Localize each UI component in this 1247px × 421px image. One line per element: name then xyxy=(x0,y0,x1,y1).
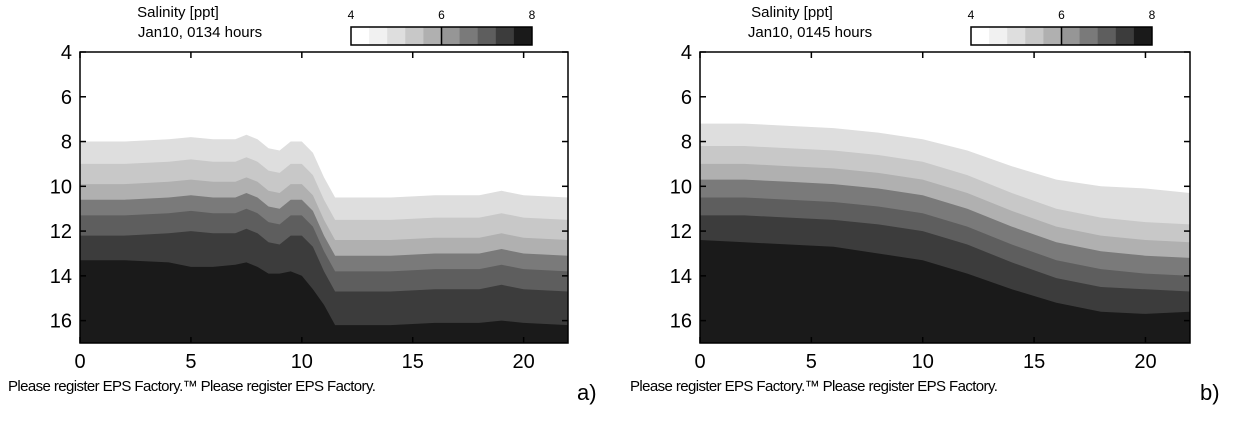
colorbar-swatch xyxy=(989,27,1008,45)
panel-b-header-title: Salinity [ppt] xyxy=(751,4,833,21)
y-tick-label: 14 xyxy=(50,266,72,288)
colorbar-swatch xyxy=(1115,27,1135,45)
plot-frame xyxy=(699,51,1191,344)
x-tick-label: 5 xyxy=(806,351,817,373)
y-tick-label: 8 xyxy=(61,132,72,154)
colorbar-swatch xyxy=(1061,27,1081,45)
panel-b-axes: 4 6 8 10 12 14 160 5 10 15 20 xyxy=(670,42,1191,373)
panel-a-plot-area xyxy=(80,52,568,343)
y-tick-label: 4 xyxy=(61,42,72,64)
y-tick-label: 14 xyxy=(670,266,692,288)
panel-b-header-time: Jan10, 0145 hours xyxy=(748,24,872,41)
colorbar-swatch xyxy=(1043,27,1062,45)
colorbar-swatch xyxy=(369,27,388,45)
x-tick-label: 20 xyxy=(513,351,535,373)
y-tick-label: 10 xyxy=(50,176,72,198)
plot-frame xyxy=(79,51,569,344)
colorbar-swatch xyxy=(1079,27,1099,45)
colorbar-swatch xyxy=(423,27,442,45)
y-tick-label: 6 xyxy=(61,87,72,109)
panel-a-header-title: Salinity [ppt] xyxy=(137,4,219,21)
panel-a-colorbar: 4 6 8 xyxy=(348,8,536,46)
colorbar-swatch xyxy=(459,27,479,45)
colorbar-swatch xyxy=(971,27,990,45)
x-tick-label: 10 xyxy=(912,351,934,373)
panel-a: Salinity [ppt] Jan10, 0134 hours 4 6 8 4 6 8… xyxy=(8,4,597,405)
y-tick-label: 12 xyxy=(670,221,692,243)
panel-b-colorbar: 4 6 8 xyxy=(968,8,1156,46)
salinity-band-7.5 xyxy=(80,260,568,343)
panel-b: Salinity [ppt] Jan10, 0145 hours 4 6 8 4 6 8… xyxy=(630,4,1220,405)
panel-b-plot-area xyxy=(700,52,1190,343)
colorbar-swatch xyxy=(495,27,515,45)
colorbar-swatch xyxy=(1097,27,1117,45)
colorbar-swatch xyxy=(1133,27,1153,45)
x-tick-label: 15 xyxy=(1023,351,1045,373)
colorbar-swatch xyxy=(441,27,461,45)
y-tick-label: 12 xyxy=(50,221,72,243)
colorbar-tick-label: 4 xyxy=(348,8,355,22)
colorbar-tick-label: 4 xyxy=(968,8,975,22)
colorbar-tick-label: 8 xyxy=(529,8,536,22)
colorbar-swatch xyxy=(477,27,497,45)
colorbar-swatch xyxy=(513,27,533,45)
x-tick-label: 10 xyxy=(291,351,313,373)
x-tick-label: 5 xyxy=(185,351,196,373)
y-tick-label: 10 xyxy=(670,176,692,198)
y-tick-label: 4 xyxy=(681,42,692,64)
colorbar-tick-label: 6 xyxy=(438,8,445,22)
colorbar-tick-label: 8 xyxy=(1149,8,1156,22)
x-tick-label: 15 xyxy=(402,351,424,373)
colorbar-tick-label: 6 xyxy=(1058,8,1065,22)
colorbar-swatch xyxy=(351,27,370,45)
y-tick-label: 16 xyxy=(50,311,72,333)
colorbar-swatch xyxy=(1007,27,1026,45)
x-tick-label: 20 xyxy=(1134,351,1156,373)
panel-b-footer-text: Please register EPS Factory.™ Please reg… xyxy=(630,378,997,395)
panel-b-label: b) xyxy=(1200,380,1220,405)
colorbar-swatch xyxy=(387,27,406,45)
colorbar-swatch xyxy=(1025,27,1044,45)
colorbar-swatch xyxy=(405,27,424,45)
panel-a-footer-text: Please register EPS Factory.™ Please reg… xyxy=(8,378,375,395)
panel-a-header-time: Jan10, 0134 hours xyxy=(138,24,262,41)
y-tick-label: 6 xyxy=(681,87,692,109)
x-tick-label: 0 xyxy=(74,351,85,373)
x-tick-label: 0 xyxy=(694,351,705,373)
y-tick-label: 16 xyxy=(670,311,692,333)
salinity-band-7.5 xyxy=(700,240,1190,343)
panel-a-axes: 4 6 8 10 12 14 160 5 10 15 20 xyxy=(50,42,569,373)
panel-a-label: a) xyxy=(577,380,597,405)
y-tick-label: 8 xyxy=(681,132,692,154)
